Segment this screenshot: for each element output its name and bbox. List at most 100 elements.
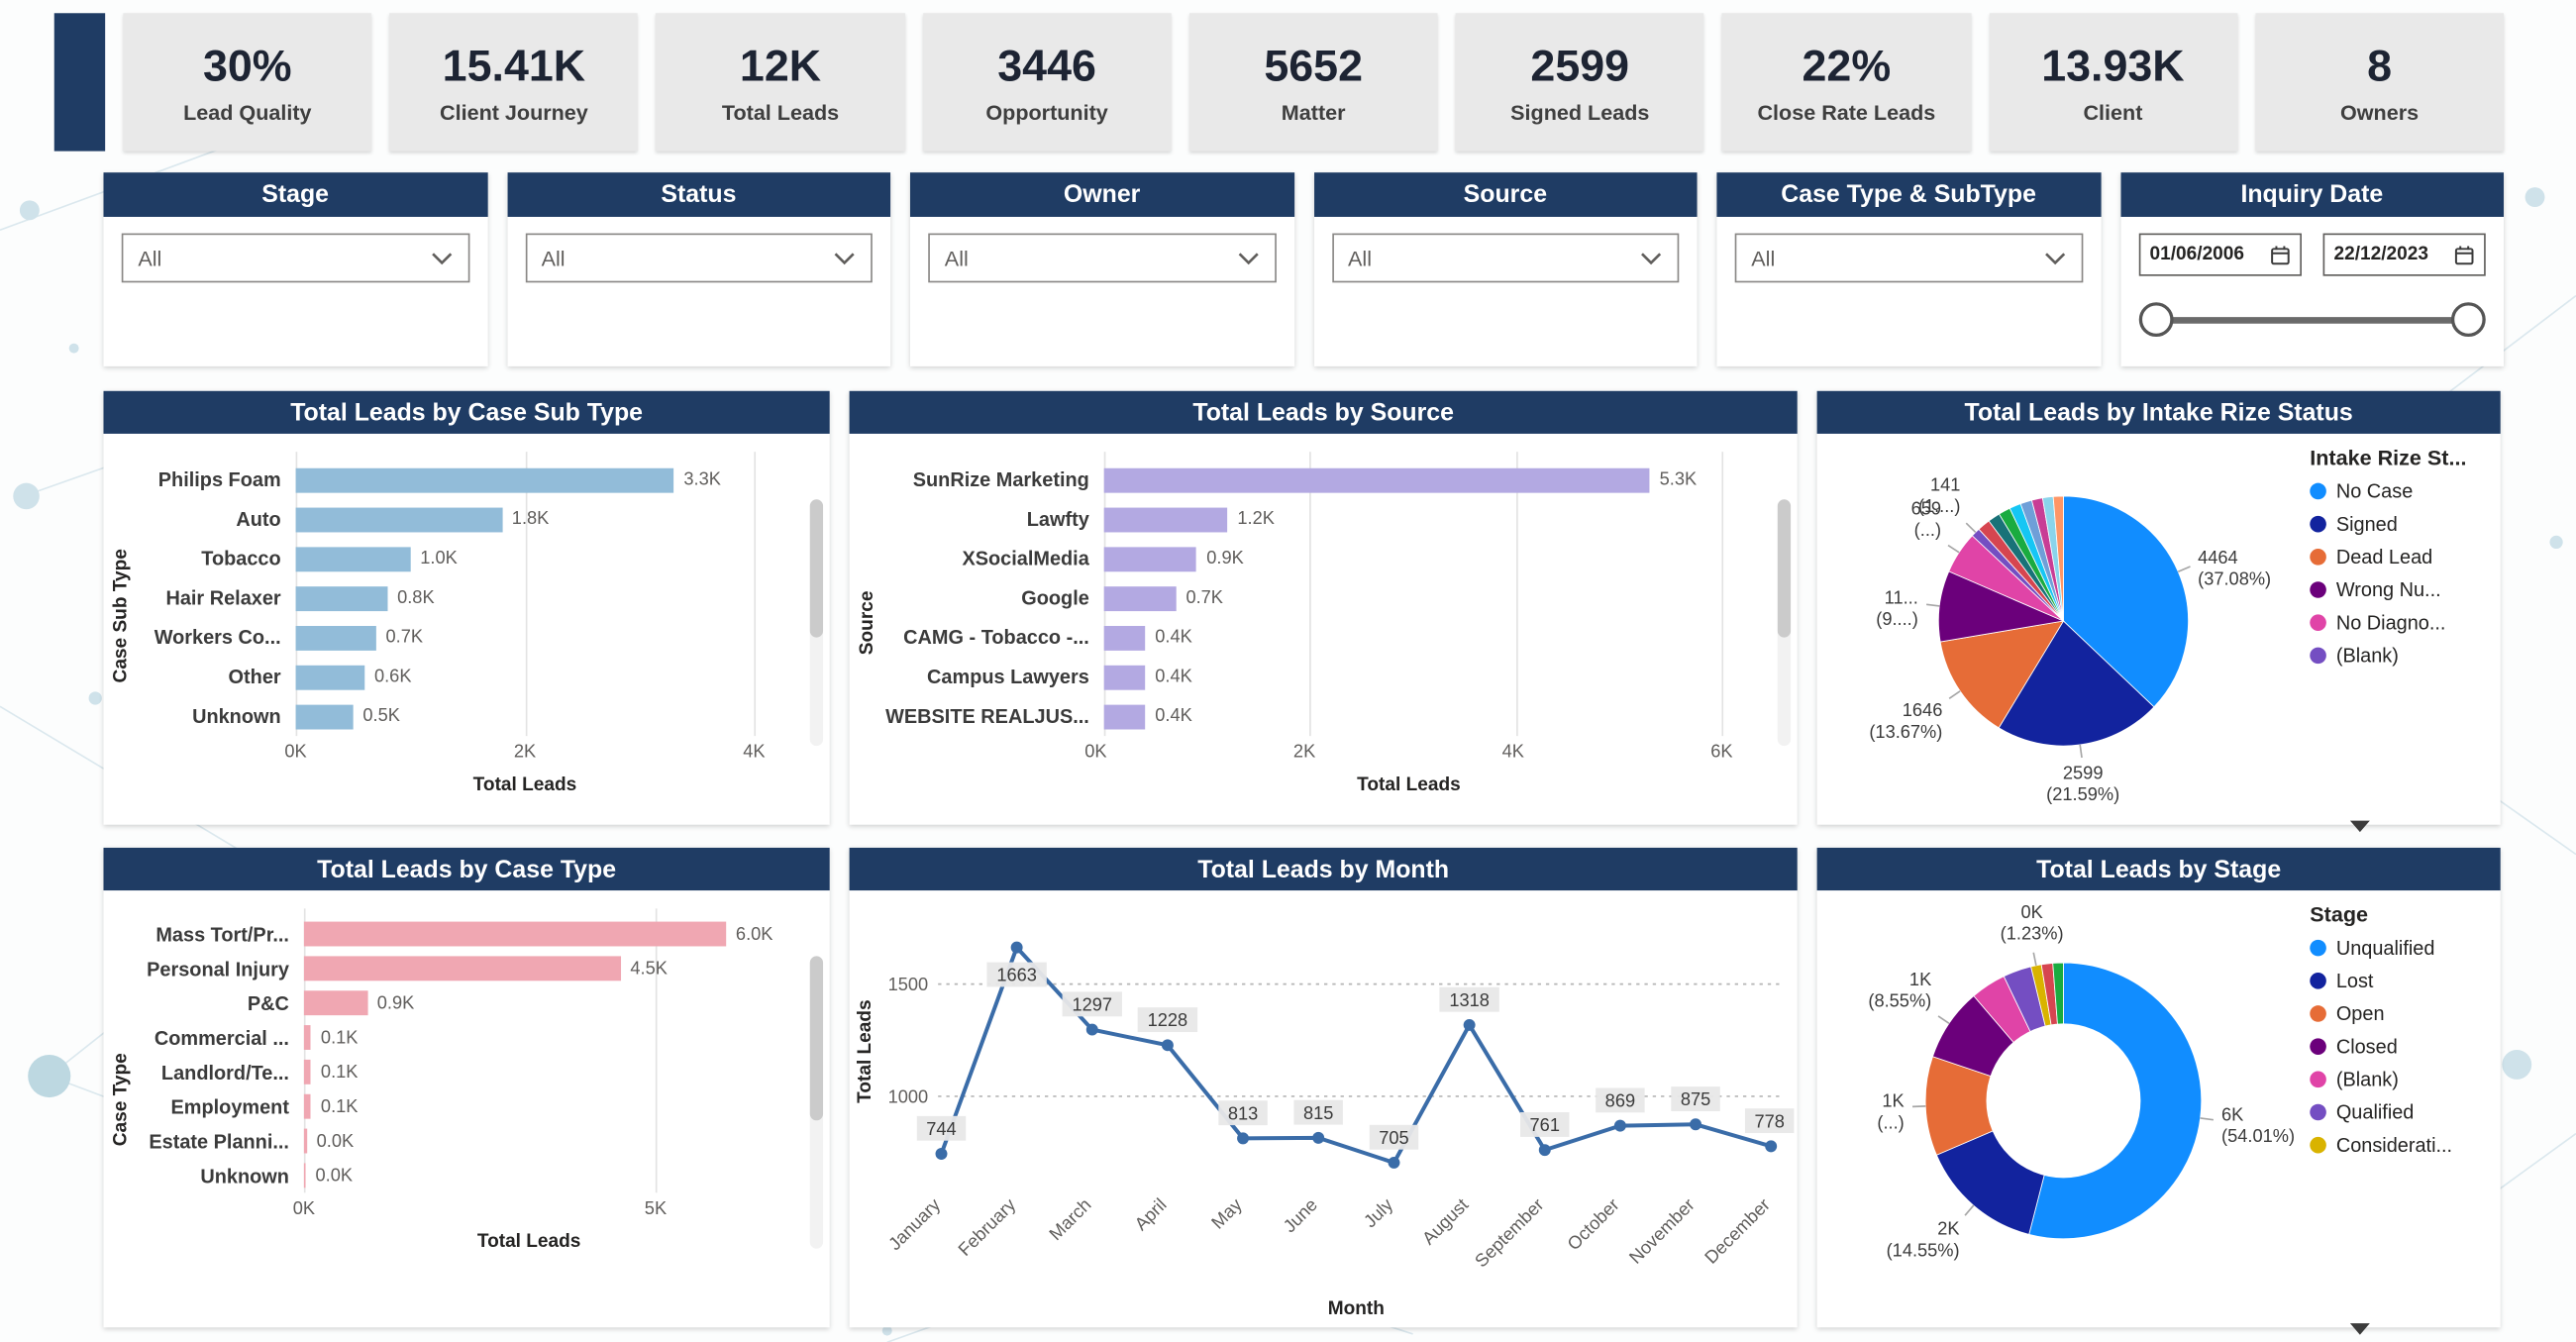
slicer-dropdown[interactable]: All [524,233,873,283]
bar[interactable] [303,990,367,1016]
bar-value-label: 0.0K [316,1131,355,1151]
start-date-input[interactable]: 01/06/2006 [2137,233,2302,276]
bar[interactable] [295,625,376,651]
y-axis-tick: 1000 [888,1086,929,1107]
x-axis-tick: 0K [1084,742,1107,763]
chevron-down-icon [2043,251,2066,265]
slicer-dropdown[interactable]: All [1331,233,1680,283]
category-label: Landlord/Te... [160,1060,289,1084]
slicer-dropdown[interactable]: All [1734,233,2083,283]
legend-item[interactable]: Considerati... [2310,1134,2494,1157]
legend-label: Closed [2335,1035,2398,1059]
category-label: Lawfty [1026,507,1089,531]
legend-color-dot [2310,614,2326,631]
date-range-slider [2137,291,2486,351]
chart-card-case-sub-type: Total Leads by Case Sub Type Case Sub Ty… [103,390,830,825]
scrollbar-thumb[interactable] [809,956,824,1120]
svg-text:869: 869 [1605,1090,1635,1111]
legend-item[interactable]: (Blank) [2310,644,2494,667]
kpi-card: 5652 Matter [1188,13,1438,152]
legend-item[interactable]: No Diagno... [2310,611,2494,634]
slider-track[interactable] [2154,317,2470,324]
svg-text:1663: 1663 [996,965,1037,985]
slicer-dropdown[interactable]: All [928,233,1277,283]
bar[interactable] [303,956,621,981]
data-point[interactable] [1312,1131,1325,1144]
bar-value-label: 0.1K [320,1096,359,1117]
slicer-selected-value: All [1348,245,1373,270]
data-point[interactable] [1388,1156,1400,1169]
y-axis-tick: 1500 [888,974,929,994]
slicer-row: Stage All Status All Owner All Source All Case T… [103,172,2505,366]
bar[interactable] [303,1059,311,1084]
x-axis-tick: December [1700,1194,1774,1268]
scrollbar-thumb[interactable] [809,499,824,638]
bar[interactable] [295,585,388,611]
legend-item[interactable]: Unqualified [2310,937,2494,960]
x-axis-tick: June [1279,1194,1321,1237]
category-label: Commercial ... [154,1025,289,1050]
data-point[interactable] [1765,1140,1778,1153]
slicer-dropdown[interactable]: All [121,233,469,283]
category-label: Personal Injury [147,957,289,981]
kpi-label: Client Journey [440,99,588,125]
bar[interactable] [303,1128,307,1154]
legend-item[interactable]: Wrong Nu... [2310,578,2494,601]
data-point[interactable] [1085,1023,1098,1036]
gridline [655,908,658,1193]
bar[interactable] [295,506,502,532]
bar[interactable] [303,1093,311,1119]
pie-slice-dead-lead[interactable] [1939,620,2065,729]
slicer-title: Inquiry Date [2119,172,2505,217]
bar[interactable] [1103,585,1177,611]
bar[interactable] [303,1025,311,1050]
bar[interactable] [1103,703,1146,729]
chevron-down-icon [1236,251,1259,265]
svg-text:1318: 1318 [1449,989,1490,1010]
legend-item[interactable]: Closed [2310,1035,2494,1058]
data-point[interactable] [1613,1119,1626,1132]
kpi-card: 15.41K Client Journey [389,13,639,152]
legend-item[interactable]: Signed [2310,513,2494,536]
kpi-value: 3446 [997,40,1096,90]
legend-item[interactable]: Open [2310,1002,2494,1025]
legend-item[interactable]: Dead Lead [2310,546,2494,568]
kpi-value: 30% [202,40,292,90]
slider-handle-start[interactable] [2137,302,2173,338]
bar[interactable] [295,466,674,492]
kpi-card: 22% Close Rate Leads [1721,13,1971,152]
bar[interactable] [1103,466,1650,492]
bar[interactable] [1103,625,1146,651]
legend-label: Lost [2335,969,2374,992]
scrollbar-thumb[interactable] [1777,499,1792,638]
bar[interactable] [303,921,726,947]
category-label: P&C [247,991,289,1015]
slider-handle-end[interactable] [2450,302,2486,338]
bar-value-label: 3.3K [683,469,721,490]
x-axis-tick: 0K [292,1198,316,1219]
data-point[interactable] [1237,1132,1250,1145]
bar[interactable] [295,546,411,571]
data-point[interactable] [1690,1118,1702,1131]
data-point[interactable] [1161,1039,1174,1052]
chevron-down-icon [430,251,453,265]
bar[interactable] [1103,664,1146,689]
bar[interactable] [295,703,354,729]
pie-slice-signed[interactable] [1998,620,2155,747]
legend-item[interactable]: No Case [2310,479,2494,503]
bar[interactable] [295,664,364,689]
pie-slice-small[interactable] [2052,495,2064,622]
data-point[interactable] [935,1148,948,1160]
data-point[interactable] [1463,1018,1476,1031]
bar[interactable] [303,1163,306,1188]
legend-item[interactable]: Qualified [2310,1100,2494,1124]
bar[interactable] [1103,546,1197,571]
legend-item[interactable]: Lost [2310,970,2494,992]
data-point[interactable] [1538,1144,1551,1157]
data-point[interactable] [1010,941,1023,954]
donut-chart: 6K (54.01%) 2K (14.55%) 1K (...) 1K (8.55%) 0K (1… [1868,901,2295,1260]
chart-title: Total Leads by Case Sub Type [103,390,830,434]
bar[interactable] [1103,506,1228,532]
end-date-input[interactable]: 22/12/2023 [2321,233,2486,276]
legend-item[interactable]: (Blank) [2310,1068,2494,1090]
